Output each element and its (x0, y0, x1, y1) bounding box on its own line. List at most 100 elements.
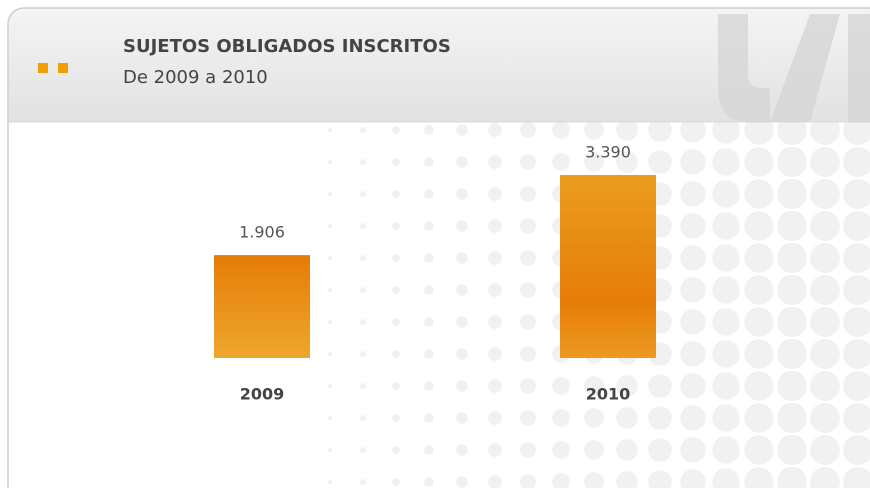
dot (488, 283, 502, 297)
dot (552, 121, 570, 139)
dot (777, 211, 807, 241)
dot (360, 255, 366, 261)
dot (584, 472, 604, 488)
dot (360, 159, 366, 165)
dot (648, 406, 672, 430)
dot (328, 160, 332, 164)
dot (360, 479, 366, 485)
dot (488, 219, 502, 233)
dot (777, 435, 807, 465)
dot (777, 371, 807, 401)
dot (520, 218, 536, 234)
dot (392, 158, 400, 166)
dot (744, 275, 774, 305)
dot (552, 473, 570, 488)
dot (584, 408, 604, 428)
dot (424, 189, 434, 199)
dot (680, 341, 706, 367)
dot (424, 253, 434, 263)
dot (712, 468, 740, 488)
dot (843, 243, 870, 273)
dot (328, 448, 332, 452)
dot (680, 469, 706, 488)
dot (744, 243, 774, 273)
dot (424, 413, 434, 423)
bullet (38, 63, 48, 73)
dot (424, 445, 434, 455)
dot (777, 243, 807, 273)
dot (616, 407, 638, 429)
dot (712, 308, 740, 336)
dot (777, 403, 807, 433)
dot (424, 477, 434, 487)
dot (680, 437, 706, 463)
dot (712, 404, 740, 432)
dot (843, 211, 870, 241)
dot (456, 476, 468, 488)
dot (810, 243, 840, 273)
dot (552, 377, 570, 395)
dot (424, 285, 434, 295)
dot (680, 277, 706, 303)
dot (680, 309, 706, 335)
dot (488, 251, 502, 265)
dot (843, 371, 870, 401)
dot (810, 275, 840, 305)
dot (744, 403, 774, 433)
dot (360, 223, 366, 229)
dot (392, 382, 400, 390)
dot (744, 371, 774, 401)
dot (520, 474, 536, 488)
dot (328, 480, 332, 484)
dot (328, 320, 332, 324)
dot (424, 221, 434, 231)
dot (680, 405, 706, 431)
dot (584, 152, 604, 172)
dot (392, 350, 400, 358)
dot (360, 319, 366, 325)
dot (456, 444, 468, 456)
dot (520, 250, 536, 266)
dot (328, 384, 332, 388)
dot (520, 410, 536, 426)
dot (810, 435, 840, 465)
dot (680, 117, 706, 143)
dot (520, 186, 536, 202)
dot (456, 412, 468, 424)
dot (744, 115, 774, 145)
dot (488, 347, 502, 361)
dot (810, 211, 840, 241)
dot (777, 275, 807, 305)
dot (488, 443, 502, 457)
dot (392, 126, 400, 134)
dot (392, 222, 400, 230)
dot (328, 256, 332, 260)
dot (810, 403, 840, 433)
dot (488, 155, 502, 169)
chart-subtitle: De 2009 a 2010 (123, 67, 268, 88)
dot (744, 211, 774, 241)
dot (360, 287, 366, 293)
dot (328, 128, 332, 132)
dot (328, 224, 332, 228)
dot (843, 179, 870, 209)
dot (744, 307, 774, 337)
dot (552, 441, 570, 459)
dot (584, 440, 604, 460)
dot (392, 318, 400, 326)
bar (214, 255, 310, 358)
logo-watermark (718, 14, 870, 122)
dot (616, 119, 638, 141)
dot (680, 245, 706, 271)
dot (360, 447, 366, 453)
dot (810, 339, 840, 369)
dot (777, 339, 807, 369)
dot (584, 120, 604, 140)
dot (744, 435, 774, 465)
dot (680, 373, 706, 399)
dot (843, 307, 870, 337)
dot (680, 213, 706, 239)
dot (616, 439, 638, 461)
card-border (7, 7, 870, 488)
